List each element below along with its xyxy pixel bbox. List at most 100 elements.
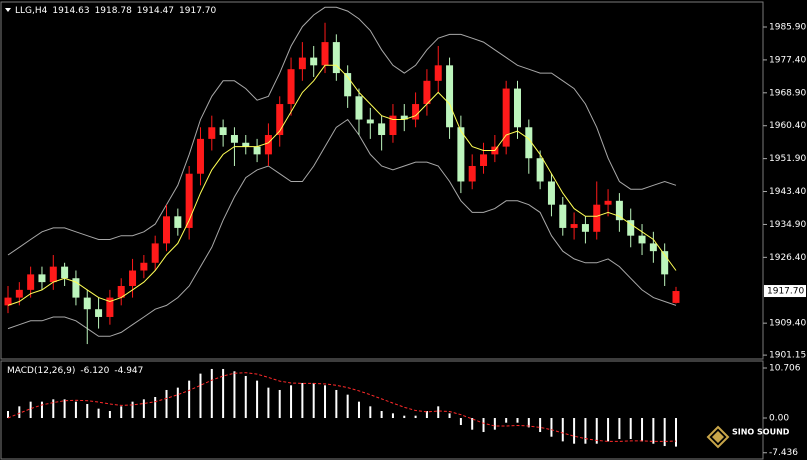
header-value: -6.120: [80, 366, 109, 376]
candle-body: [355, 96, 363, 120]
y-tick-label: 1951.90: [769, 154, 806, 164]
candle-body: [457, 127, 465, 182]
macd-bar: [120, 406, 123, 419]
candle-body: [276, 104, 284, 136]
macd-bar: [482, 418, 485, 433]
macd-bar: [256, 380, 259, 419]
y-tick-label: 1926.40: [769, 253, 806, 263]
candle-body: [446, 65, 454, 128]
candle-body: [547, 181, 555, 205]
macd-bar: [550, 418, 553, 437]
candle-body: [72, 278, 80, 298]
macd-bar: [199, 373, 202, 419]
candle-body: [412, 104, 420, 120]
candle-body: [604, 200, 612, 205]
candle-body: [163, 216, 171, 244]
macd-bar: [142, 399, 145, 419]
moving-average: [7, 64, 677, 306]
candle-body: [480, 154, 488, 166]
candle-body: [129, 270, 137, 286]
candle-body: [434, 65, 442, 81]
macd-bar: [403, 415, 406, 419]
candle-body: [570, 224, 578, 228]
macd-bar: [63, 399, 66, 419]
macd-bar: [74, 401, 77, 419]
candle-body: [106, 297, 114, 317]
candle-body: [287, 69, 295, 105]
macd-bar: [459, 418, 462, 426]
main-pane: [0, 1, 764, 360]
macd-bar: [301, 382, 304, 419]
candle-body: [661, 251, 669, 275]
pane-header: LLG,H4 1914.63 1918.78 1914.47 1917.70: [15, 6, 217, 16]
candle-body: [298, 57, 306, 70]
candle-body: [38, 274, 46, 283]
candle-body: [4, 297, 12, 306]
menu-arrow[interactable]: [5, 8, 11, 12]
macd-bar: [233, 371, 236, 419]
macd-bar: [369, 406, 372, 419]
macd-bar: [584, 418, 587, 444]
candle-body: [672, 291, 680, 303]
candle-body: [525, 127, 533, 159]
candle-body: [49, 266, 57, 283]
header-value: 1914.47: [137, 6, 174, 16]
candle-body: [61, 266, 69, 279]
macd-bar: [618, 418, 621, 440]
watermark-logo: SINO SOUND: [706, 425, 790, 449]
macd-bar: [7, 411, 9, 419]
y-tick-label: 1977.40: [769, 55, 806, 65]
macd-bar: [448, 413, 451, 419]
macd-bar: [675, 418, 677, 447]
candle-body: [559, 204, 567, 228]
header-value: 1914.63: [52, 6, 89, 16]
candle-body: [196, 138, 204, 174]
macd-bar: [346, 394, 349, 419]
bollinger-lower: [7, 118, 677, 337]
macd-bar: [505, 418, 508, 423]
macd-bar: [97, 408, 100, 419]
candle-body: [536, 158, 544, 182]
candle-body: [140, 262, 148, 271]
y-tick-label: 1985.90: [769, 23, 806, 33]
macd-bar: [29, 401, 32, 419]
macd-bar: [357, 401, 360, 419]
macd-bar: [414, 415, 417, 419]
y-tick-label: 1901.15: [769, 351, 806, 361]
candle-body: [95, 309, 103, 317]
candle-body: [117, 285, 125, 298]
header-value: -4.947: [114, 366, 143, 376]
candle-body: [593, 204, 601, 232]
macd-bar: [40, 401, 43, 419]
y-tick-label: 1909.40: [769, 319, 806, 329]
pane-header: MACD(12,26,9) -6.120 -4.947: [7, 366, 143, 376]
macd-bar: [595, 418, 598, 444]
macd-bar: [425, 411, 428, 419]
watermark-brand: SINO SOUND: [732, 428, 790, 437]
macd-bar: [267, 387, 270, 419]
macd-bar: [222, 368, 225, 419]
y-tick-label: 1943.40: [769, 187, 806, 197]
bollinger-upper: [7, 6, 677, 256]
macd-bar: [629, 418, 632, 440]
macd-bar: [108, 411, 111, 419]
y-tick-label: 0.00: [769, 414, 789, 424]
candle-body: [264, 135, 272, 155]
candle-body: [332, 42, 340, 74]
macd-bar: [471, 418, 474, 430]
candle-body: [208, 127, 216, 139]
candle-body: [151, 243, 159, 263]
macd-bar: [312, 382, 315, 419]
y-tick-label: -7.436: [769, 448, 798, 458]
candle-body: [27, 274, 35, 290]
macd-bar: [391, 413, 394, 419]
y-tick-label: 10.706: [769, 363, 801, 373]
candle-body: [174, 216, 182, 228]
macd-pane: [0, 360, 764, 460]
candle-body: [389, 115, 397, 136]
macd-bar: [641, 418, 644, 442]
macd-bar: [324, 385, 327, 419]
macd-bar: [652, 418, 655, 444]
